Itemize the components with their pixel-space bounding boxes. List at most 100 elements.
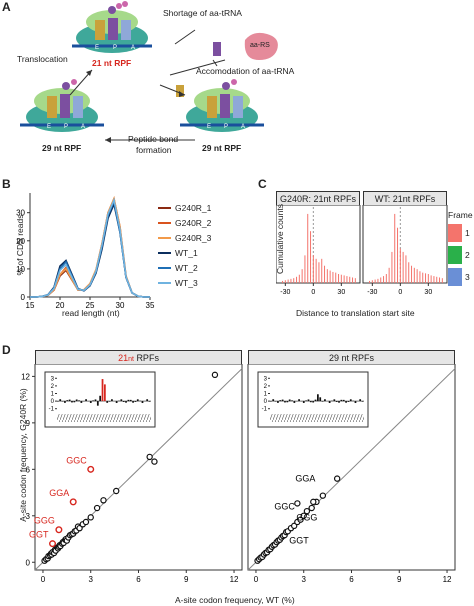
site-labels-left: E P A bbox=[47, 124, 85, 130]
legend-swatch bbox=[158, 251, 171, 254]
legend-item: 3 bbox=[448, 266, 470, 288]
codon-point bbox=[308, 504, 315, 512]
legend-label: G240R_3 bbox=[175, 232, 212, 243]
inset-bar bbox=[66, 400, 69, 402]
inset-bar bbox=[309, 401, 312, 403]
inset-bar bbox=[71, 401, 73, 403]
inset-bar bbox=[277, 401, 279, 403]
panel-c-chart: -30 0 30 -30 0 30 bbox=[276, 205, 448, 295]
inset-bar bbox=[129, 399, 132, 402]
highlight-label: GGA bbox=[49, 488, 69, 498]
legend-item: 1 bbox=[448, 222, 470, 244]
inset-bar bbox=[272, 399, 275, 402]
inset-bar bbox=[317, 394, 319, 402]
facet-left-tail: RPFs bbox=[136, 353, 159, 363]
inset-bar bbox=[286, 401, 289, 403]
legend-swatch bbox=[448, 268, 462, 286]
x-tick-label: 15 bbox=[26, 301, 35, 310]
inset-bar bbox=[92, 400, 94, 402]
codon-point bbox=[146, 453, 153, 461]
site-labels-top: E P A bbox=[95, 45, 135, 51]
inset-bar bbox=[78, 400, 80, 402]
legend-label: G240R_2 bbox=[175, 217, 212, 228]
inset-bar bbox=[270, 401, 272, 402]
x-tick-label: 25 bbox=[86, 301, 95, 310]
rpf-29-label-left: 29 nt RPF bbox=[42, 143, 82, 153]
x-tick-label: 3 bbox=[89, 575, 94, 584]
site-a: A bbox=[80, 124, 85, 130]
facet-frame bbox=[362, 205, 448, 284]
x-tick-label: 6 bbox=[349, 575, 354, 584]
translocation-label: Translocation bbox=[17, 54, 68, 64]
inset-y-tick-label: -1 bbox=[49, 407, 55, 413]
inset-bar bbox=[359, 399, 362, 402]
inset-bar bbox=[146, 399, 149, 402]
trna-icon bbox=[213, 42, 221, 56]
codon-point bbox=[151, 458, 158, 465]
y-tick-label: 30 bbox=[16, 209, 25, 218]
legend-label: 1 bbox=[465, 228, 470, 238]
inset-bar bbox=[347, 401, 350, 402]
codon-point bbox=[113, 487, 120, 495]
inset-bar bbox=[305, 400, 307, 402]
site-e: E bbox=[95, 45, 100, 51]
inset-bar bbox=[335, 401, 338, 402]
codon-point bbox=[310, 498, 317, 506]
inset-bar bbox=[354, 401, 357, 404]
inset-bar bbox=[307, 399, 310, 402]
inset-bar bbox=[293, 401, 296, 403]
inset-bar bbox=[115, 401, 118, 404]
panel-d-letter: D bbox=[2, 343, 11, 357]
x-tick-label: 20 bbox=[56, 301, 65, 310]
inset-bar bbox=[108, 401, 111, 402]
x-tick-label: 30 bbox=[337, 289, 345, 295]
legend-swatch bbox=[158, 221, 171, 224]
aars-label: aa-RS bbox=[250, 42, 270, 49]
x-tick-label: 30 bbox=[116, 301, 125, 310]
rpf-29-label-right: 29 nt RPF bbox=[202, 143, 242, 153]
codon-point bbox=[303, 507, 311, 515]
inset-bar bbox=[333, 399, 336, 402]
legend-item: G240R_1 bbox=[158, 200, 211, 215]
inset-bar bbox=[101, 379, 104, 402]
x-tick-label: 0 bbox=[398, 289, 402, 295]
facet-frame bbox=[276, 205, 361, 284]
inset-y-tick-label: 3 bbox=[51, 376, 55, 382]
inset-bar bbox=[64, 401, 66, 403]
highlight-point bbox=[87, 465, 95, 473]
codon-label: GGA bbox=[295, 474, 315, 484]
x-tick-label: 6 bbox=[136, 575, 141, 584]
aars-shape bbox=[244, 32, 278, 60]
inset-bar bbox=[94, 399, 97, 402]
inset-bar bbox=[120, 399, 123, 402]
y-tick-label: 6 bbox=[26, 465, 31, 474]
trna-icon-released bbox=[176, 85, 184, 97]
inset-bar bbox=[302, 401, 305, 403]
codon-point bbox=[87, 514, 94, 521]
site-labels-right: E P A bbox=[207, 124, 245, 130]
site-e: E bbox=[47, 124, 52, 130]
accommodation-label: Accomodation of aa-tRNA bbox=[196, 66, 295, 76]
panel-a-letter: A bbox=[2, 0, 11, 14]
inset-bar bbox=[80, 401, 83, 403]
inset-bar bbox=[321, 401, 324, 402]
x-tick-label: 9 bbox=[184, 575, 189, 584]
legend-item: 2 bbox=[448, 244, 470, 266]
highlight-point bbox=[69, 498, 77, 506]
inset-bar bbox=[314, 399, 317, 402]
inset-bar bbox=[73, 401, 76, 403]
y-tick-label: 10 bbox=[16, 265, 25, 274]
y-tick-label: 0 bbox=[21, 293, 26, 302]
legend-swatch bbox=[158, 266, 171, 269]
inset-bar bbox=[345, 401, 347, 403]
highlight-label: GGC bbox=[66, 455, 87, 465]
y-tick-label: 12 bbox=[21, 372, 30, 381]
inset-bar bbox=[349, 399, 352, 402]
inset-bar bbox=[141, 401, 144, 404]
ribosome-left bbox=[20, 79, 104, 132]
codon-point bbox=[93, 504, 101, 512]
codon-point bbox=[300, 512, 307, 519]
panel-a-diagram bbox=[20, 1, 278, 143]
site-a: A bbox=[240, 124, 245, 130]
legend-swatch bbox=[158, 281, 171, 284]
